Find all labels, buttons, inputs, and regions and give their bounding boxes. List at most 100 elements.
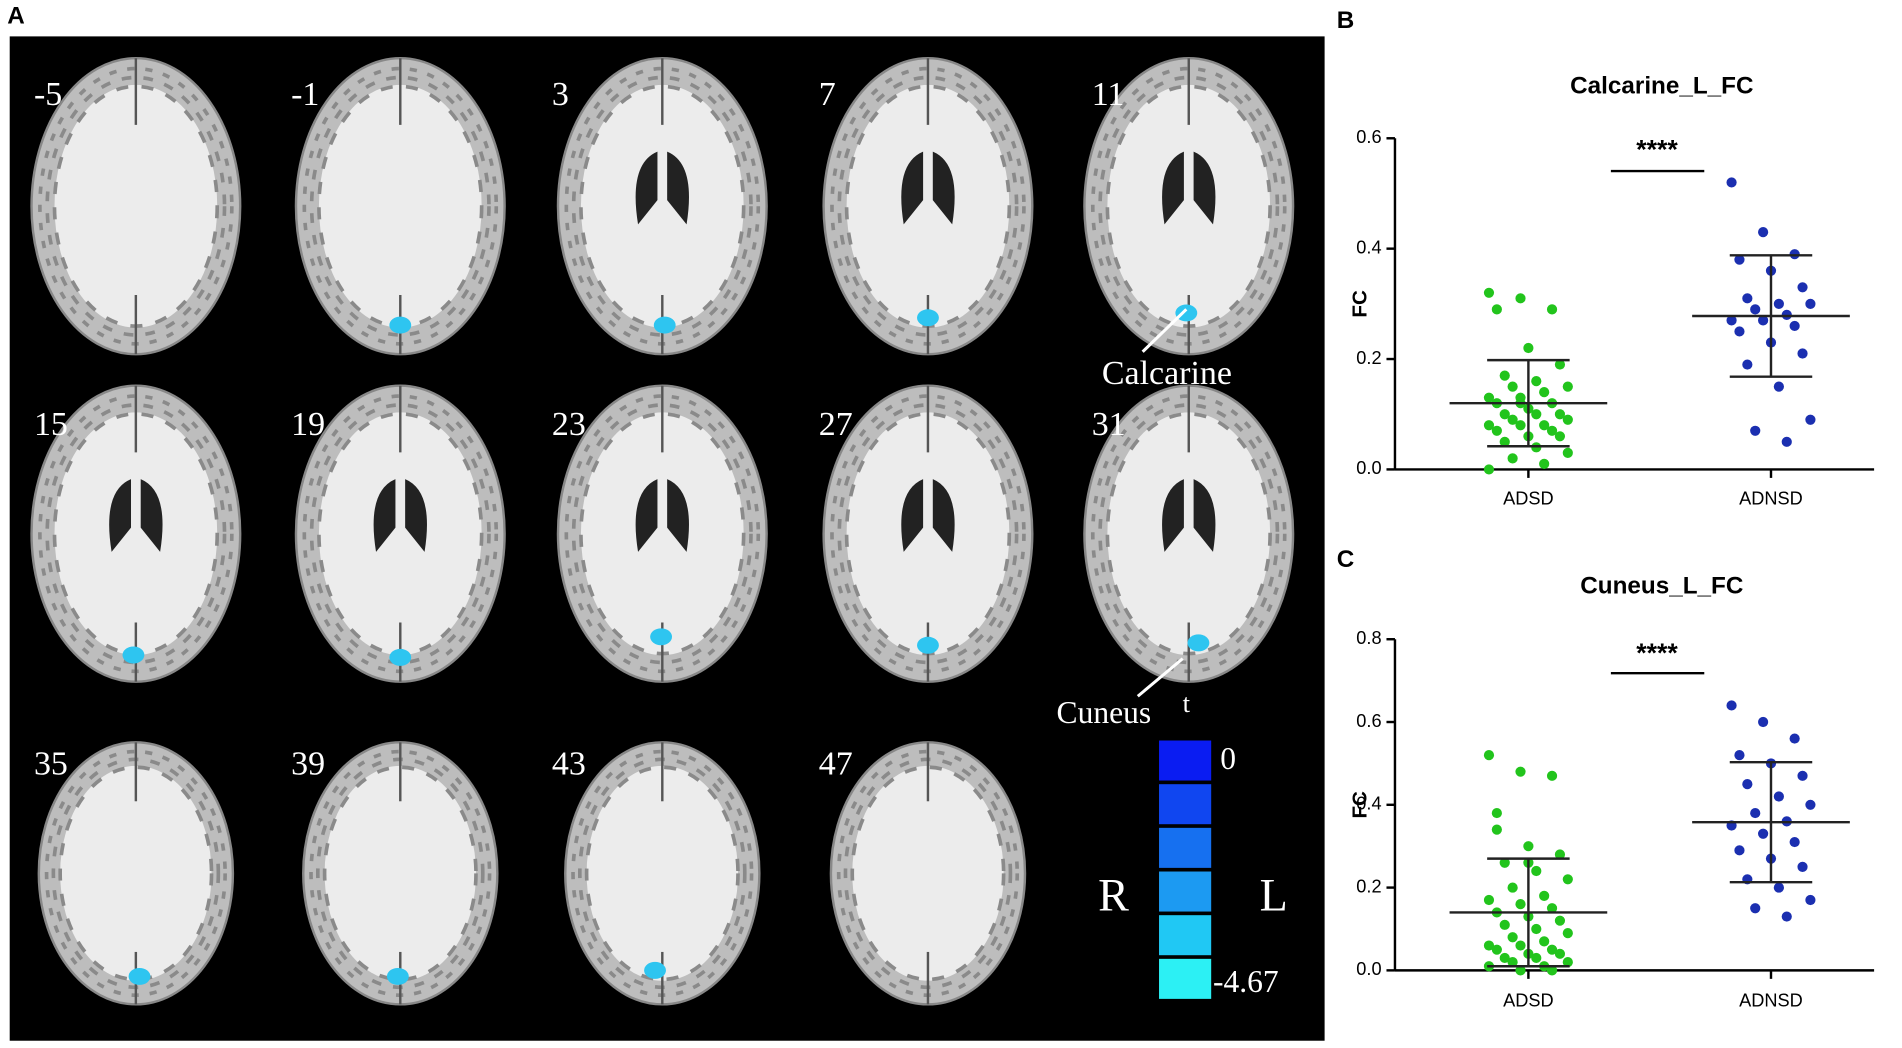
brain-slice <box>556 384 768 683</box>
colorbar-swatch <box>1157 782 1213 826</box>
data-point <box>1750 425 1761 436</box>
activation-blob <box>650 628 673 646</box>
strip-chart: C Cuneus_L_FC FC 0.0 0.2 0.4 0.6 0.8 ADSD ADNSD **… <box>1337 546 1875 1011</box>
white-matter <box>846 84 1010 328</box>
orientation-left: L <box>1260 870 1288 921</box>
activation-blob <box>653 316 676 334</box>
ventricle <box>373 479 427 552</box>
data-point <box>1781 436 1792 447</box>
annotation: Cuneus <box>1057 695 1152 730</box>
data-point <box>1523 841 1534 852</box>
data-point <box>1758 227 1769 238</box>
brain-slice <box>30 57 242 356</box>
brain-slice <box>294 384 506 683</box>
white-matter <box>1107 84 1271 328</box>
activation-blob <box>389 648 412 666</box>
data-point <box>1515 766 1526 777</box>
ventricle <box>1162 151 1216 225</box>
data-point <box>1797 348 1808 359</box>
slice-label: 27 <box>819 406 853 443</box>
data-point <box>1539 387 1550 398</box>
data-point <box>1539 936 1550 947</box>
data-point <box>1483 464 1495 475</box>
data-point <box>1554 948 1566 959</box>
x-tick-label: ADSD <box>1503 489 1554 509</box>
slice-label: 7 <box>819 76 836 113</box>
y-tick-label: 0.0 <box>1356 458 1381 478</box>
significance: **** <box>1636 135 1678 165</box>
data-point <box>1750 807 1761 819</box>
activation-blob <box>389 316 412 334</box>
data-point <box>1773 381 1784 392</box>
white-matter <box>852 765 1004 981</box>
significance: **** <box>1636 638 1678 668</box>
data-point <box>1507 956 1518 968</box>
colorbar-swatch <box>1157 957 1213 1001</box>
slice-label: 39 <box>291 745 325 782</box>
data-point <box>1805 298 1816 309</box>
slice-label: 11 <box>1092 76 1125 113</box>
data-point <box>1797 282 1808 293</box>
data-point <box>1562 381 1573 392</box>
y-tick-label: 0.2 <box>1356 876 1381 896</box>
y-tick-label: 0.6 <box>1356 127 1381 147</box>
data-point <box>1531 376 1542 387</box>
data-point <box>1507 381 1518 392</box>
white-matter <box>1107 412 1271 656</box>
data-point <box>1546 770 1558 781</box>
ventricle <box>901 151 955 225</box>
data-point <box>1483 420 1495 431</box>
slice-label: 47 <box>819 745 853 782</box>
data-point <box>1773 791 1784 802</box>
data-point <box>1523 342 1534 354</box>
data-point <box>1499 857 1510 868</box>
ventricle <box>109 479 163 552</box>
data-point <box>1531 923 1542 935</box>
slice-label: 19 <box>291 406 325 443</box>
data-point <box>1539 890 1550 901</box>
data-point <box>1758 828 1769 839</box>
colorbar <box>1157 739 1213 1001</box>
white-matter <box>580 412 744 656</box>
brain-slice <box>30 384 242 683</box>
data-point <box>1805 894 1816 906</box>
arrow <box>1136 657 1184 698</box>
x-tick-label: ADSD <box>1503 991 1554 1011</box>
data-point <box>1515 940 1526 951</box>
strip-chart: B Calcarine_L_FC FC 0.0 0.2 0.4 0.6 ADSD ADNSD **… <box>1337 7 1875 509</box>
ventricle <box>635 479 689 552</box>
data-point <box>1499 952 1510 964</box>
data-point <box>1546 965 1558 976</box>
data-point <box>1507 882 1518 893</box>
chart-title: Calcarine_L_FC <box>1570 73 1753 100</box>
colorbar-swatch <box>1157 826 1213 870</box>
data-point <box>1789 733 1800 744</box>
data-point <box>1562 874 1573 885</box>
brain-slice <box>1083 384 1295 683</box>
x-tick-label: ADNSD <box>1739 489 1803 509</box>
colorbar-swatch <box>1157 870 1213 913</box>
data-point <box>1773 298 1784 309</box>
data-point <box>1781 911 1792 922</box>
brain-slice <box>829 741 1027 1006</box>
brain-slice <box>37 741 235 1006</box>
gyri <box>309 75 491 337</box>
white-matter <box>54 84 218 328</box>
colorbar-swatch <box>1157 739 1213 782</box>
data-point <box>1491 944 1502 955</box>
activation-blob <box>128 967 151 985</box>
data-point <box>1515 899 1526 910</box>
data-point <box>1515 420 1526 431</box>
colorbar-swatch <box>1157 913 1213 957</box>
brain-slices: -5 -1 3 7 11 15 19 23 27 31 35 39 43 47 <box>30 57 1295 1006</box>
brain-slice <box>822 384 1034 683</box>
brain-slice <box>822 57 1034 356</box>
data-point <box>1726 315 1737 326</box>
x-tick-label: ADNSD <box>1739 991 1803 1011</box>
slice-label: -1 <box>291 76 319 113</box>
ventricle <box>901 479 955 552</box>
data-point <box>1546 944 1558 955</box>
y-tick-label: 0.6 <box>1356 711 1381 731</box>
data-point <box>1805 414 1816 425</box>
